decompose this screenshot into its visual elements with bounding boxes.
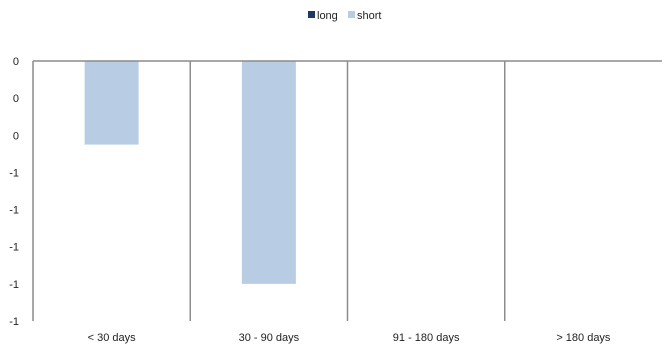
y-tick-label: -1 [9,205,19,217]
y-tick-label: 0 [13,130,19,142]
y-tick-label: -1 [9,279,19,291]
y-tick-label: -1 [9,167,19,179]
y-tick-label: -1 [9,242,19,254]
y-tick-label: -1 [9,316,19,328]
legend-swatch-long [308,11,315,18]
legend-swatch-short [348,11,355,18]
legend-label-short: short [357,10,381,22]
x-tick-label: > 180 days [556,332,611,344]
bar-short [84,61,139,145]
plot-area: 0 0 0 -1 -1 -1 -1 -1 < 30 days 30 - 90 days 91 - 1… [9,56,662,344]
x-tick-label: 91 - 180 days [393,332,460,344]
y-tick-label: 0 [13,93,19,105]
legend-label-long: long [317,10,338,22]
x-tick-label: < 30 days [88,332,137,344]
y-tick-label: 0 [13,56,19,68]
legend: long short [308,10,381,22]
x-tick-label: 30 - 90 days [239,332,300,344]
bar-short [241,61,296,284]
